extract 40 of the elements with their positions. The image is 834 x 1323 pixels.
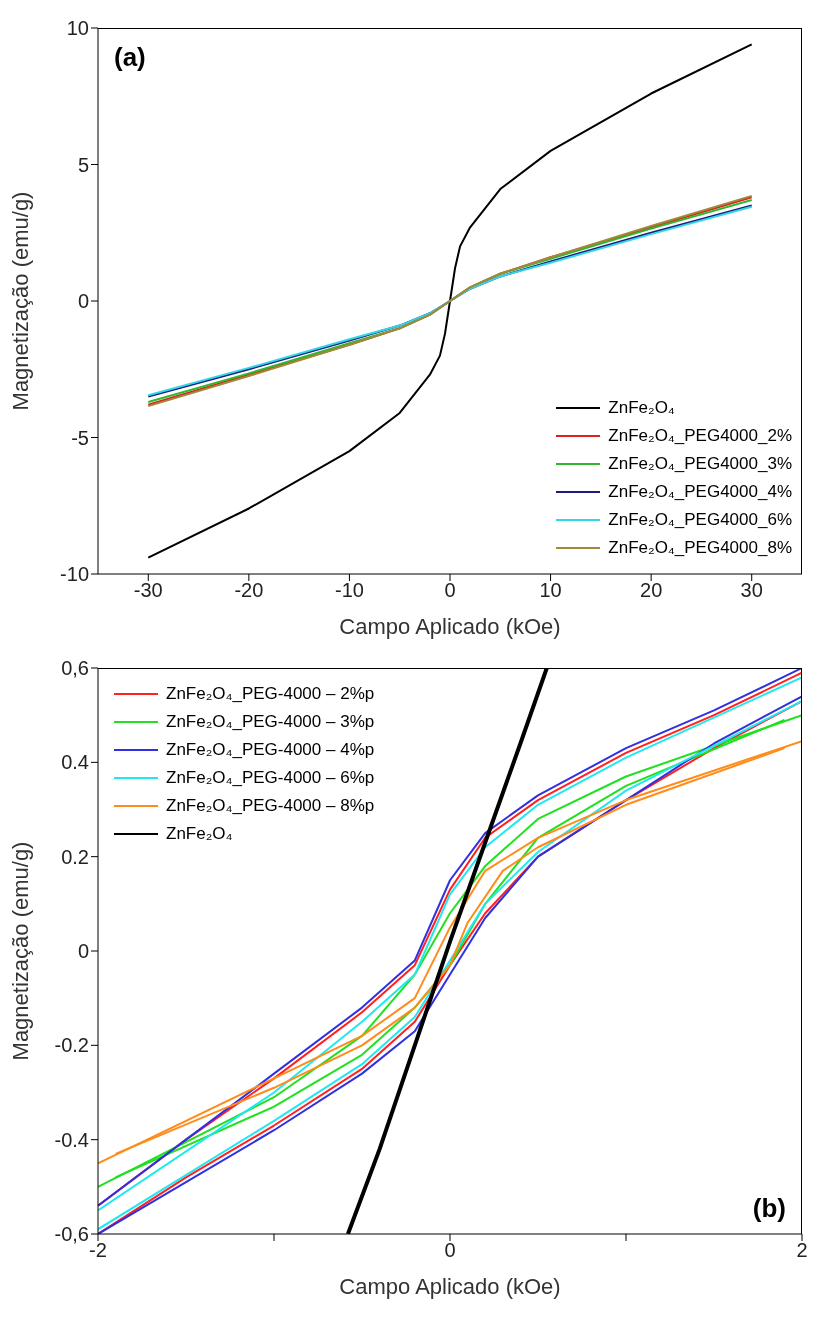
y-tick-label: 0.4: [61, 751, 89, 774]
legend-label: ZnFe₂O₄_PEG-4000 – 2%p: [166, 683, 375, 705]
y-tick-label: 5: [77, 153, 89, 176]
y-tick-label: 0: [77, 290, 89, 313]
x-tick-label: 20: [640, 579, 663, 602]
y-tick-label: -10: [60, 563, 89, 586]
legend-label: ZnFe₂O₄_PEG4000_2%: [608, 425, 792, 447]
legend-label: ZnFe₂O₄_PEG4000_3%: [608, 453, 792, 475]
x-tick-label: 2: [796, 1239, 808, 1262]
x-tick-label: -30: [133, 579, 163, 602]
y-tick-label: 0,6: [61, 657, 89, 680]
y-tick-label: -0.4: [54, 1128, 89, 1151]
x-tick-label: 0: [444, 579, 456, 602]
x-axis-title: Campo Aplicado (kOe): [339, 614, 561, 639]
legend-label: ZnFe₂O₄_PEG4000_6%: [608, 509, 792, 531]
legend-label: ZnFe₂O₄_PEG4000_4%: [608, 481, 792, 503]
legend-label: ZnFe₂O₄_PEG-4000 – 3%p: [166, 711, 375, 733]
legend-label: ZnFe₂O₄_PEG-4000 – 8%p: [166, 795, 375, 817]
x-tick-label: -2: [89, 1239, 107, 1262]
legend-label: ZnFe₂O₄_PEG4000_8%: [608, 537, 792, 559]
y-tick-label: -0,6: [54, 1223, 89, 1246]
x-tick-label: 30: [740, 579, 763, 602]
x-tick-label: -20: [234, 579, 264, 602]
legend-label: ZnFe₂O₄_PEG-4000 – 6%p: [166, 767, 375, 789]
legend-label: ZnFe₂O₄: [608, 397, 675, 419]
x-tick-label: 0: [444, 1239, 456, 1262]
y-tick-label: 10: [66, 17, 89, 40]
x-axis-title: Campo Aplicado (kOe): [339, 1274, 561, 1299]
y-tick-label: -5: [71, 426, 89, 449]
y-axis-title: Magnetização (emu/g): [7, 841, 33, 1061]
y-tick-label: 0.2: [61, 845, 89, 868]
x-tick-label: 10: [539, 579, 562, 602]
legend-label: ZnFe₂O₄_PEG-4000 – 4%p: [166, 739, 375, 761]
x-tick-label: -10: [334, 579, 364, 602]
y-tick-label: 0: [77, 940, 89, 963]
annotation: (a): [114, 42, 146, 73]
annotation: (b): [752, 1193, 786, 1224]
legend-label: ZnFe₂O₄: [166, 823, 233, 845]
y-axis-title: Magnetização (emu/g): [7, 191, 33, 411]
y-tick-label: -0.2: [54, 1034, 89, 1057]
